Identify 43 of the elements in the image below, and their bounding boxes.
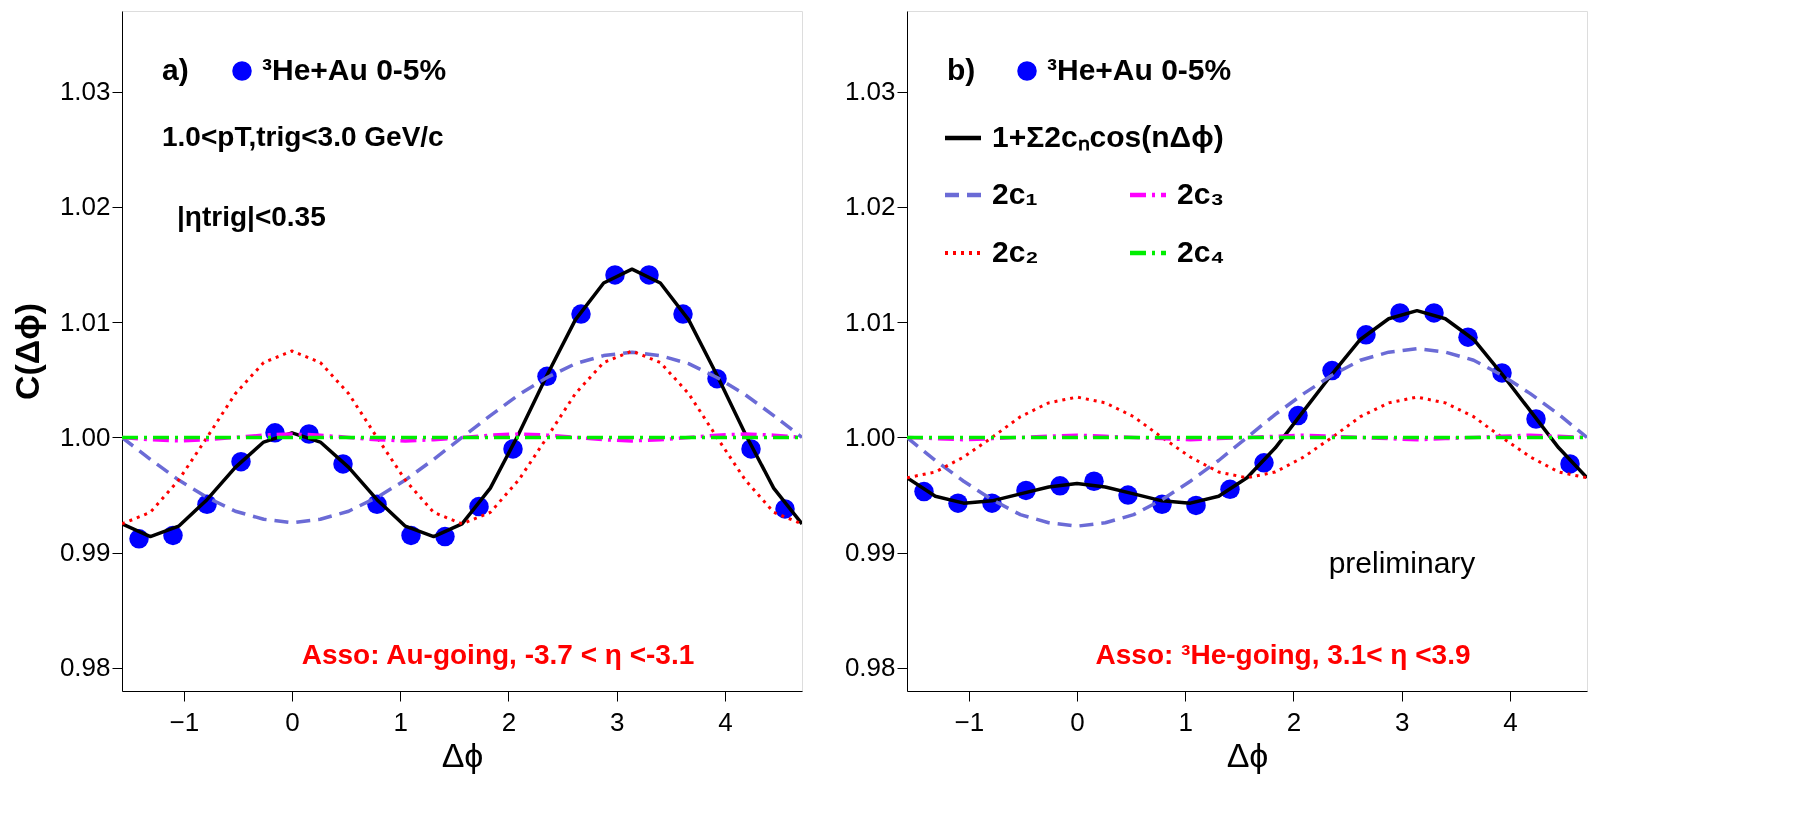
y-tick-label: 0.99 <box>59 537 111 568</box>
annotation: |ηtrig|<0.35 <box>177 201 326 232</box>
y-axis-title: C(Δϕ) <box>7 302 46 401</box>
x-axis-title: Δϕ <box>1226 735 1269 774</box>
legend-label: 1+Σ2cₙcos(nΔϕ) <box>992 120 1224 153</box>
annotation: Asso: Au-going, -3.7 < η <-3.1 <box>301 639 695 670</box>
y-tick-label: 0.98 <box>844 652 896 683</box>
legend-label: 2c₂ <box>992 235 1039 268</box>
annotation: 1.0<pT,trig<3.0 GeV/c <box>162 121 444 152</box>
x-tick-label: 0 <box>285 706 300 737</box>
line-series <box>907 346 1587 528</box>
x-tick-label: 4 <box>718 706 733 737</box>
x-tick-label: 3 <box>609 706 625 737</box>
y-tick-label: 1.02 <box>844 191 896 222</box>
y-tick-label: 1.01 <box>59 306 111 337</box>
x-tick-label: 1 <box>393 706 408 737</box>
line-series <box>907 395 1587 480</box>
x-tick-label: 0 <box>1070 706 1085 737</box>
legend-label: 2c₁ <box>992 177 1038 210</box>
x-tick-label: 4 <box>1503 706 1518 737</box>
annotation: b) <box>947 53 976 86</box>
y-tick-label: 1.00 <box>844 421 896 452</box>
x-tick-label: 3 <box>1394 706 1410 737</box>
x-tick-label: −1 <box>954 706 985 737</box>
x-tick-label: 1 <box>1178 706 1193 737</box>
y-tick-label: 1.02 <box>59 191 111 222</box>
annotation: preliminary <box>1328 546 1476 579</box>
y-tick-label: 1.00 <box>59 421 111 452</box>
y-tick-label: 1.03 <box>844 76 896 107</box>
legend-label: 2c₄ <box>1177 235 1225 268</box>
y-tick-label: 1.01 <box>844 306 896 337</box>
y-tick-label: 0.99 <box>844 537 896 568</box>
x-tick-label: 2 <box>1286 706 1302 737</box>
x-tick-label: 2 <box>501 706 517 737</box>
y-tick-label: 1.03 <box>59 76 111 107</box>
legend-label: ³He+Au 0-5% <box>262 53 447 86</box>
x-tick-label: −1 <box>169 706 200 737</box>
annotation: Asso: ³He-going, 3.1< η <3.9 <box>1095 639 1471 670</box>
annotation: a) <box>162 53 189 86</box>
y-tick-label: 0.98 <box>59 652 111 683</box>
legend-label: ³He+Au 0-5% <box>1047 53 1232 86</box>
legend-label: 2c₃ <box>1177 177 1225 210</box>
x-axis-title: Δϕ <box>441 735 484 774</box>
